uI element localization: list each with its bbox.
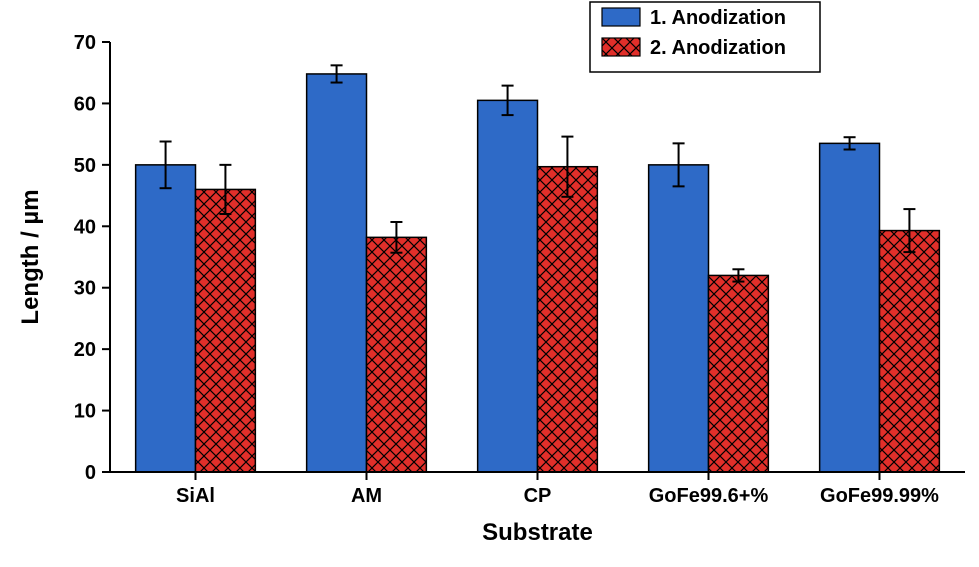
y-tick-label: 40 <box>74 216 96 238</box>
chart-svg: 0 10 20 30 40 50 60 70 SiAl AM CP GoFe99.6+% GoFe99.… <box>0 0 979 567</box>
y-tick-label: 0 <box>85 462 96 484</box>
bar <box>307 74 367 472</box>
y-tick-label: 30 <box>74 278 96 300</box>
bar <box>367 237 427 472</box>
x-tick-label: GoFe99.6+% <box>649 485 769 507</box>
bar <box>136 165 196 472</box>
y-axis-label: Length / µm <box>17 189 44 324</box>
legend-label: 1. Anodization <box>650 7 786 29</box>
bar <box>538 167 598 472</box>
bar-chart: 0 10 20 30 40 50 60 70 SiAl AM CP GoFe99.6+% GoFe99.… <box>0 0 979 567</box>
x-tick-label: GoFe99.99% <box>820 485 939 507</box>
x-tick-label: SiAl <box>176 485 215 507</box>
legend-swatch <box>602 8 640 26</box>
bar <box>820 143 880 472</box>
bar <box>880 231 940 472</box>
legend-label: 2. Anodization <box>650 37 786 59</box>
bar <box>196 189 256 472</box>
y-tick-label: 10 <box>74 401 96 423</box>
y-tick-label: 50 <box>74 155 96 177</box>
x-tick-label: CP <box>524 485 552 507</box>
bar <box>478 100 538 472</box>
bar <box>649 165 709 472</box>
legend-swatch <box>602 38 640 56</box>
x-tick-label: AM <box>351 485 382 507</box>
bar <box>709 275 769 472</box>
y-tick-label: 60 <box>74 93 96 115</box>
y-tick-label: 20 <box>74 339 96 361</box>
y-tick-label: 70 <box>74 32 96 54</box>
x-axis-label: Substrate <box>482 519 593 546</box>
